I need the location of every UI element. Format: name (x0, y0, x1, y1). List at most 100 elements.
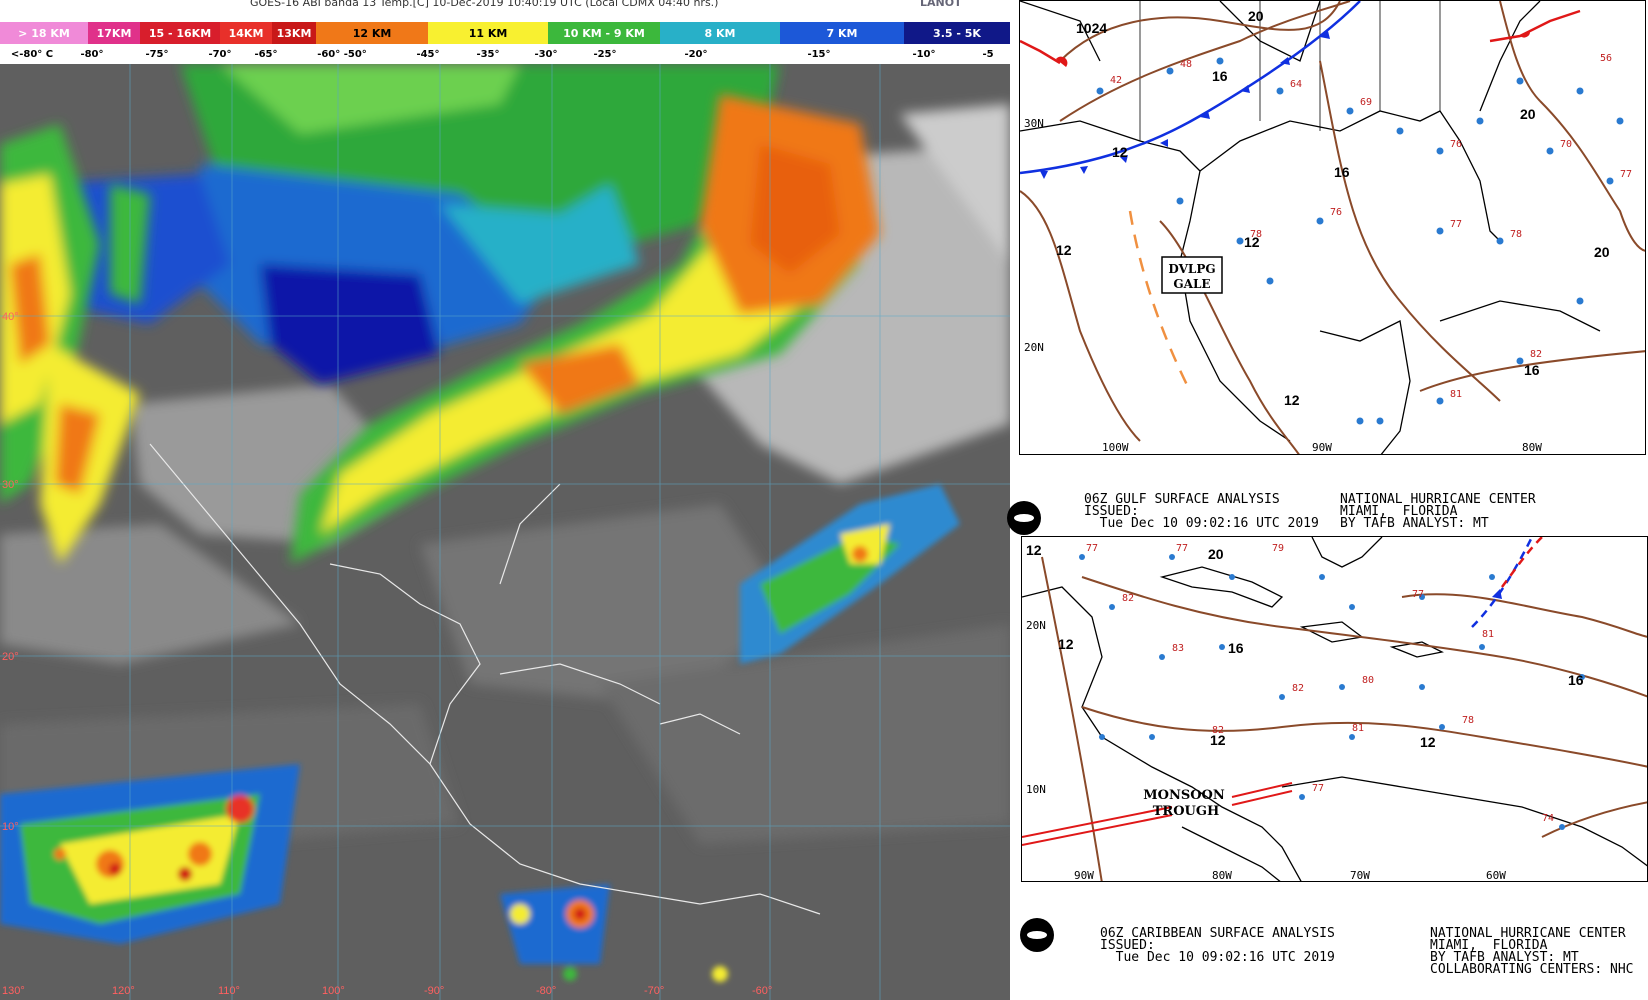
color-scale-segment: 8 KM (660, 22, 780, 44)
lat-label: 10N (1026, 783, 1046, 796)
lon-label: 70W (1350, 869, 1370, 882)
pressure-label: 12 (1420, 734, 1436, 750)
temperature-label: -45° (416, 48, 440, 60)
pressure-label: 12 (1112, 144, 1128, 160)
lon-label: 120° (112, 985, 135, 997)
temperature-label: -35° (476, 48, 500, 60)
station-values: 42 48 64 69 76 70 78 76 77 78 82 81 77 56 (1110, 53, 1632, 400)
lat-label: 20N (1026, 619, 1046, 632)
pressure-label: 12 (1284, 392, 1300, 408)
lat-label: 30° (2, 479, 19, 491)
station-plots (1096, 57, 1624, 425)
pressure-label: 20 (1248, 8, 1264, 24)
station-plots (1079, 554, 1585, 830)
svg-text:82: 82 (1292, 683, 1304, 694)
pressure-label: 16 (1568, 672, 1584, 688)
temperature-label: -20° (684, 48, 708, 60)
svg-text:77: 77 (1086, 543, 1098, 554)
color-scale-segment: > 18 KM (0, 22, 88, 44)
lon-label: 130° (2, 985, 25, 997)
pressure-label: 12 (1210, 732, 1226, 748)
temperature-label: <-80° C (10, 48, 54, 60)
temperature-label: -65° (254, 48, 278, 60)
isobars (1020, 1, 1645, 454)
svg-text:78: 78 (1462, 715, 1474, 726)
lon-label: 90W (1074, 869, 1094, 882)
svg-text:48: 48 (1180, 59, 1192, 70)
lat-label: 20° (2, 651, 19, 663)
cold-front (1020, 1, 1361, 179)
trough-line (1128, 210, 1192, 392)
svg-text:78: 78 (1250, 229, 1262, 240)
lon-label: 60W (1486, 869, 1506, 882)
temperature-label: -30° (534, 48, 558, 60)
svg-text:77: 77 (1412, 589, 1424, 600)
svg-text:82: 82 (1122, 593, 1134, 604)
color-scale-segment: 11 KM (428, 22, 548, 44)
political-borders (1139, 1, 1441, 141)
color-scale-segment: 3.5 - 5K (904, 22, 1010, 44)
svg-text:74: 74 (1542, 813, 1554, 824)
itcz-convection (0, 764, 728, 982)
pressure-label: 16 (1212, 68, 1228, 84)
monsoon-trough (1022, 782, 1293, 846)
lon-label: 100° (322, 985, 345, 997)
station-values: 77 77 79 82 83 82 80 82 81 78 77 74 77 81 (1086, 543, 1554, 824)
monsoon-trough-line1: MONSOON (1143, 788, 1225, 803)
cold-front (1471, 537, 1543, 628)
lon-label: 110° (218, 985, 240, 997)
color-scale-segment: 17KM (88, 22, 140, 44)
pressure-label: 20 (1594, 244, 1610, 260)
lon-label: -70° (644, 985, 664, 997)
pressure-label: 12 (1056, 242, 1072, 258)
pressure-label: 12 (1026, 542, 1042, 558)
svg-text:76: 76 (1330, 207, 1342, 218)
satellite-header: GOES-16 ABI banda 13 Temp.[C] 10-Dec-201… (0, 0, 1010, 64)
svg-text:81: 81 (1450, 389, 1462, 400)
pressure-label: 12 (1058, 636, 1074, 652)
frontal-cloud-band (0, 94, 880, 564)
pressure-label: 16 (1524, 362, 1540, 378)
caribbean-surface-analysis-chart: MONSOON TROUGH 77 77 79 82 83 82 80 82 81 78 77… (1021, 536, 1648, 882)
temperature-label: -70° (208, 48, 232, 60)
svg-text:77: 77 (1312, 783, 1324, 794)
carib-caption-left: 06Z CARIBBEAN SURFACE ANALYSIS ISSUED: T… (1100, 926, 1335, 965)
lon-label: -90° (424, 985, 444, 997)
lat-label: 20N (1024, 341, 1044, 354)
svg-text:77: 77 (1450, 219, 1462, 230)
color-scale-segment: 12 KM (316, 22, 428, 44)
pressure-label: 1024 (1076, 20, 1107, 36)
temperature-label: -15° (807, 48, 831, 60)
svg-text:80: 80 (1362, 675, 1374, 686)
color-scale-segment: 10 KM - 9 KM (548, 22, 660, 44)
pressure-label: 16 (1228, 640, 1244, 656)
noaa-logo-caribbean (1020, 918, 1054, 952)
svg-text:77: 77 (1620, 169, 1632, 180)
gale-box-line1: DVLPG (1168, 262, 1215, 276)
isobars (1041, 556, 1647, 881)
temperature-label: -60° -50° (317, 48, 367, 60)
pressure-label: 20 (1520, 106, 1536, 122)
temperature-label: -80° (80, 48, 104, 60)
coastlines (149, 443, 821, 915)
lon-label: 100W (1102, 441, 1129, 454)
svg-text:78: 78 (1510, 229, 1522, 240)
satellite-imagery-map: 130° 120° 110° 100° -90° -80° -70° -60° … (0, 64, 1010, 1000)
pressure-label: 12 (1244, 234, 1260, 250)
temperature-label: -5 (982, 48, 994, 60)
color-scale-segment: 14KM (220, 22, 272, 44)
svg-text:64: 64 (1290, 79, 1302, 90)
gulf-caption-left: 06Z GULF SURFACE ANALYSIS ISSUED: Tue De… (1084, 492, 1319, 531)
lon-label: 80W (1212, 869, 1232, 882)
gale-box-line2: GALE (1173, 277, 1210, 291)
color-scale-segment: 13KM (272, 22, 316, 44)
lanot-logo: LANOT (920, 0, 962, 9)
lat-label: 30N (1024, 117, 1044, 130)
developing-gale-box (1161, 256, 1223, 294)
satellite-title: GOES-16 ABI banda 13 Temp.[C] 10-Dec-201… (250, 0, 719, 9)
temperature-label: -25° (593, 48, 617, 60)
lon-label: -60° (752, 985, 772, 997)
svg-text:76: 76 (1450, 139, 1462, 150)
svg-text:42: 42 (1110, 75, 1122, 86)
lon-label: 90W (1312, 441, 1332, 454)
